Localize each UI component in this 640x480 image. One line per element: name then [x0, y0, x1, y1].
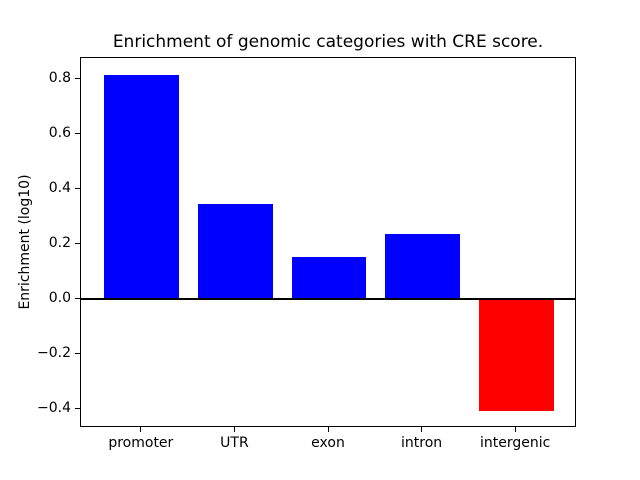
x-tick-label-UTR: UTR [220, 435, 249, 451]
y-tick [75, 407, 80, 409]
zero-baseline [81, 298, 575, 301]
y-tick-label: −0.4 [37, 400, 71, 417]
y-tick [75, 242, 80, 244]
y-tick [75, 352, 80, 354]
x-tick [233, 427, 235, 432]
bar-intergenic [478, 299, 554, 412]
y-tick [75, 132, 80, 134]
bar-exon [291, 257, 367, 300]
x-tick [514, 427, 516, 432]
plot-area [80, 57, 576, 427]
y-tick [75, 77, 80, 79]
y-tick-label: 0.4 [48, 180, 71, 197]
y-tick-label: 0.8 [48, 70, 71, 87]
x-tick-label-promoter: promoter [108, 435, 174, 451]
x-tick-label-intergenic: intergenic [479, 435, 551, 451]
y-tick-label: 0.2 [48, 235, 71, 252]
x-tick-label-intron: intron [401, 435, 443, 451]
bar-promoter [104, 75, 180, 300]
x-tick [327, 427, 329, 432]
x-tick [140, 427, 142, 432]
y-tick-label: −0.2 [37, 345, 71, 362]
x-tick [421, 427, 423, 432]
chart-title: Enrichment of genomic categories with CR… [112, 32, 544, 52]
y-tick-label: 0.6 [48, 125, 71, 142]
y-tick [75, 187, 80, 189]
bar-UTR [197, 203, 273, 300]
y-tick-label: 0.0 [48, 290, 71, 307]
bar-intron [385, 234, 460, 300]
x-tick-label-exon: exon [311, 435, 345, 451]
y-tick [75, 297, 80, 299]
